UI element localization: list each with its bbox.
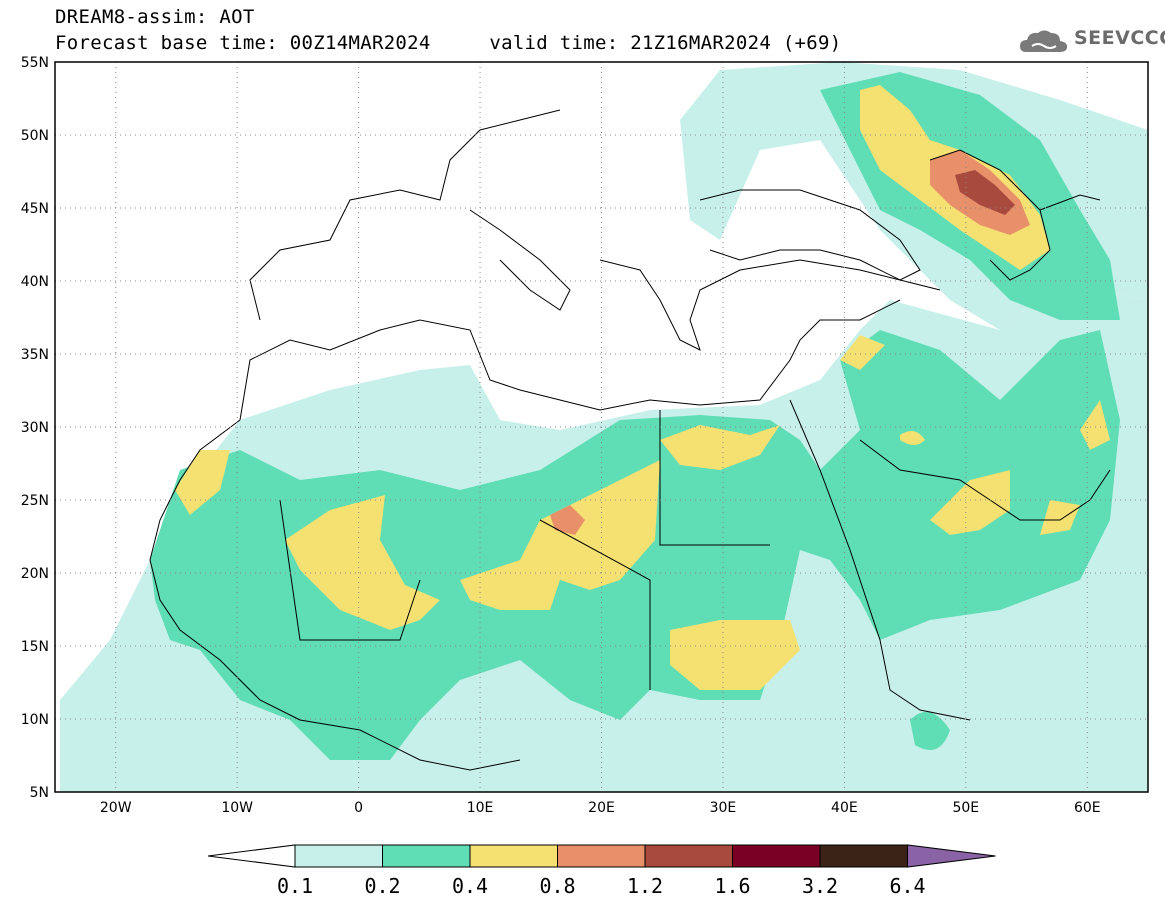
latitude-tick-label: 25N	[21, 493, 49, 509]
latitude-labels: 55N 50N 45N 40N 35N 30N 25N 20N 15N 10N 5N	[21, 55, 49, 801]
longitude-tick-label: 0	[354, 800, 363, 816]
latitude-tick-label: 50N	[21, 128, 49, 144]
latitude-tick-label: 55N	[21, 55, 49, 71]
latitude-tick-label: 10N	[21, 712, 49, 728]
longitude-tick-label: 10E	[467, 800, 494, 816]
logo-text: SEEVCCC	[1074, 27, 1165, 49]
aot-field	[60, 62, 1148, 792]
latitude-tick-label: 15N	[21, 639, 49, 655]
colorbar-label: 0.4	[452, 874, 488, 898]
cloud-logo-icon	[1020, 30, 1068, 52]
map-frame	[54, 61, 1149, 793]
latitude-tick-label: 45N	[21, 201, 49, 217]
longitude-tick-label: 10W	[221, 800, 253, 816]
colorbar-swatch	[382, 844, 471, 868]
latitude-tick-label: 35N	[21, 347, 49, 363]
colorbar-label: 0.2	[364, 874, 400, 898]
latitude-tick-label: 30N	[21, 420, 49, 436]
latitude-tick-label: 40N	[21, 274, 49, 290]
colorbar-swatch	[294, 844, 383, 868]
colorbar-min-arrow	[207, 844, 296, 868]
colorbar-label: 0.8	[539, 874, 575, 898]
longitude-tick-label: 50E	[952, 800, 979, 816]
colorbar-swatch	[469, 844, 558, 868]
colorbar-swatch	[732, 844, 821, 868]
forecast-times: Forecast base time: 00Z14MAR2024 valid t…	[55, 32, 842, 54]
longitude-labels: 20W 10W 0 10E 20E 30E 40E 50E 60E	[100, 800, 1101, 816]
latitude-tick-label: 5N	[30, 785, 49, 801]
colorbar-max-arrow	[907, 844, 996, 868]
chart-title: DREAM8-assim: AOT	[55, 6, 255, 28]
colorbar-swatch	[557, 844, 646, 868]
longitude-tick-label: 20W	[100, 800, 132, 816]
longitude-tick-label: 60E	[1074, 800, 1101, 816]
colorbar-swatch	[819, 844, 908, 868]
latitude-tick-label: 20N	[21, 566, 49, 582]
longitude-tick-label: 40E	[831, 800, 858, 816]
coastlines	[149, 109, 1111, 771]
colorbar-label: 0.1	[277, 874, 313, 898]
longitude-tick-label: 20E	[588, 800, 615, 816]
colorbar-label: 3.2	[802, 874, 838, 898]
colorbar-label: 6.4	[889, 874, 925, 898]
colorbar-label: 1.2	[627, 874, 663, 898]
colorbar-label: 1.6	[714, 874, 750, 898]
colorbar-swatch	[644, 844, 733, 868]
longitude-tick-label: 30E	[710, 800, 737, 816]
